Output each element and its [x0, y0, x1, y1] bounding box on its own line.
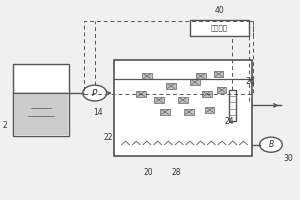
Text: P: P [92, 89, 98, 98]
Text: 30: 30 [284, 154, 293, 163]
Text: 控制装置: 控制装置 [211, 25, 228, 31]
FancyBboxPatch shape [114, 60, 251, 156]
FancyBboxPatch shape [154, 97, 164, 103]
FancyBboxPatch shape [205, 107, 214, 113]
FancyBboxPatch shape [14, 92, 68, 135]
Text: 28: 28 [171, 168, 181, 177]
FancyBboxPatch shape [229, 90, 236, 121]
Text: 26: 26 [246, 77, 255, 86]
FancyBboxPatch shape [196, 73, 206, 79]
FancyBboxPatch shape [160, 109, 170, 115]
Text: B: B [268, 140, 274, 149]
FancyBboxPatch shape [190, 20, 248, 36]
FancyBboxPatch shape [166, 83, 176, 89]
FancyBboxPatch shape [13, 64, 69, 136]
FancyBboxPatch shape [190, 79, 200, 85]
FancyBboxPatch shape [217, 87, 226, 93]
Circle shape [260, 137, 282, 152]
Text: 40: 40 [214, 6, 224, 15]
Text: 20: 20 [144, 168, 153, 177]
Circle shape [83, 85, 107, 101]
FancyBboxPatch shape [142, 73, 152, 79]
Bar [84, 21, 253, 94]
FancyBboxPatch shape [178, 97, 188, 103]
FancyBboxPatch shape [136, 91, 146, 97]
Text: 2: 2 [3, 121, 8, 130]
FancyBboxPatch shape [202, 91, 211, 97]
Text: 14: 14 [93, 108, 103, 117]
FancyBboxPatch shape [184, 109, 194, 115]
Text: 24: 24 [224, 117, 234, 126]
FancyBboxPatch shape [214, 71, 224, 77]
Text: 22: 22 [103, 133, 113, 142]
